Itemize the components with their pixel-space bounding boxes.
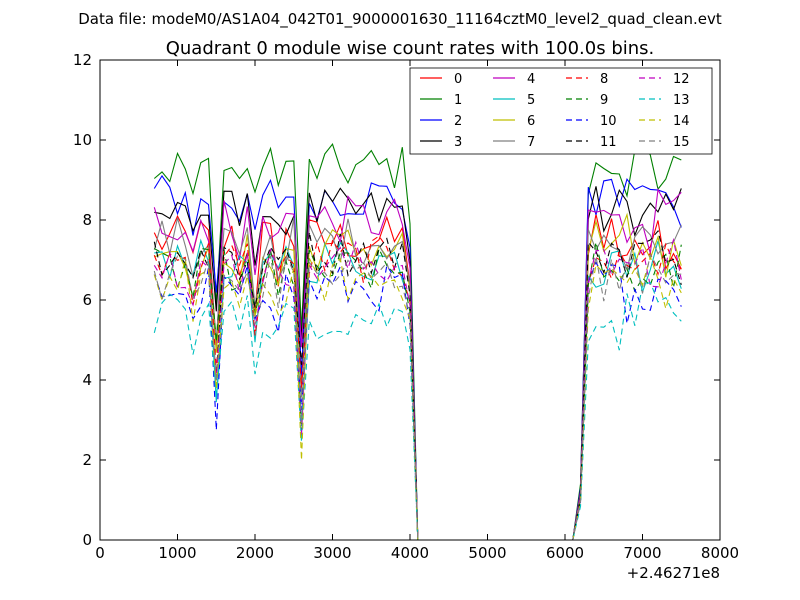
legend-label-8: 8 — [600, 72, 608, 87]
series-line-6 — [154, 212, 682, 541]
series-line-14 — [153, 255, 682, 541]
legend-label-14: 14 — [673, 114, 690, 129]
y-tick-label: 8 — [82, 211, 92, 229]
x-tick-label: 3000 — [313, 544, 351, 562]
x-tick-label: 4000 — [391, 544, 429, 562]
figure-suptitle: Data file: modeM0/AS1A04_042T01_90000016… — [78, 10, 722, 29]
legend-label-5: 5 — [527, 93, 535, 108]
y-tick-label: 2 — [82, 451, 92, 469]
legend-box — [409, 67, 713, 155]
x-tick-label: 7000 — [623, 544, 661, 562]
legend-label-4: 4 — [527, 72, 535, 87]
legend-label-1: 1 — [454, 93, 462, 108]
legend-label-9: 9 — [600, 93, 608, 108]
series-line-13 — [153, 281, 682, 541]
series-line-7 — [153, 217, 682, 541]
legend-label-11: 11 — [600, 135, 617, 150]
x-tick-label: 1000 — [158, 544, 196, 562]
chart-title: Quadrant 0 module wise count rates with … — [166, 38, 655, 59]
ticks-layer: 0 1000 2000 3000 4000 5000 6000 7000 80000246810… — [73, 51, 739, 562]
x-tick-label: 8000 — [701, 544, 739, 562]
y-tick-label: 0 — [82, 531, 92, 549]
series-line-11 — [153, 229, 682, 541]
legend-label-13: 13 — [673, 93, 690, 108]
legend-label-10: 10 — [600, 114, 617, 129]
series-line-15 — [153, 252, 682, 541]
series-line-10 — [153, 261, 682, 541]
series-line-0 — [153, 214, 682, 541]
legend-label-15: 15 — [673, 135, 690, 150]
series-layer — [153, 140, 682, 541]
legend-label-12: 12 — [673, 72, 690, 87]
x-offset-label: +2.46271e8 — [627, 564, 720, 582]
x-tick-label: 6000 — [546, 544, 584, 562]
legend-label-0: 0 — [454, 72, 462, 87]
series-line-2 — [153, 174, 682, 541]
y-tick-label: 12 — [73, 51, 92, 69]
x-tick-label: 0 — [95, 544, 105, 562]
x-tick-label: 2000 — [236, 544, 274, 562]
legend-label-2: 2 — [454, 114, 462, 129]
y-tick-label: 4 — [82, 371, 92, 389]
legend-label-3: 3 — [454, 135, 462, 150]
x-tick-label: 5000 — [468, 544, 506, 562]
legend-label-7: 7 — [527, 135, 535, 150]
series-line-1 — [153, 140, 682, 541]
series-line-12 — [153, 237, 682, 541]
series-line-8 — [153, 235, 682, 541]
legend-label-6: 6 — [527, 114, 535, 129]
y-tick-label: 10 — [73, 131, 92, 149]
y-tick-label: 6 — [82, 291, 92, 309]
